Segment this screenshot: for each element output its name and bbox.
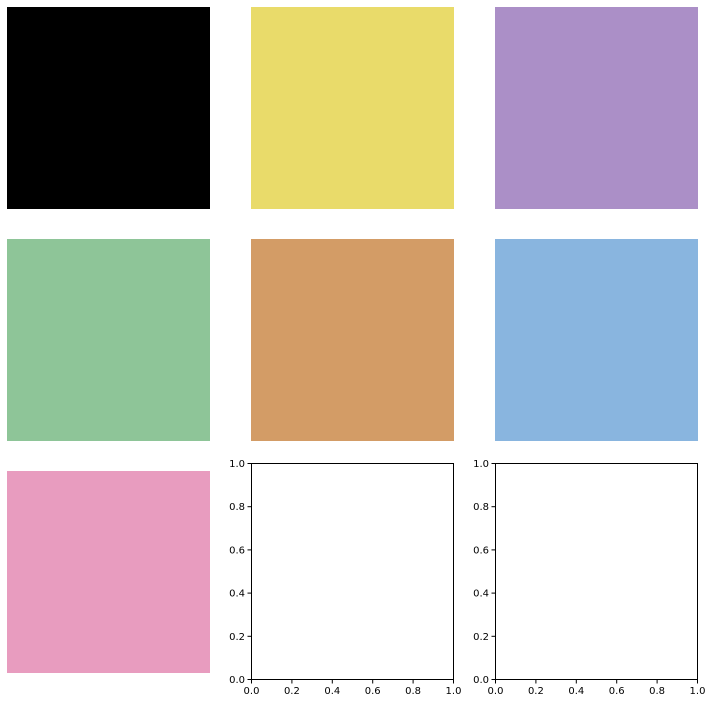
- y-tick-label: 0.4: [473, 589, 489, 600]
- color-swatch: [251, 239, 454, 441]
- y-tick-label: 0.0: [229, 675, 245, 686]
- y-tick-label: 0.4: [229, 589, 245, 600]
- axes-frame: [251, 463, 454, 680]
- axes-frame: [495, 463, 698, 680]
- y-tick-label: 0.8: [229, 502, 245, 513]
- color-swatch: [7, 471, 210, 673]
- y-tick-label: 0.2: [229, 632, 245, 643]
- x-tick-label: 0.4: [568, 686, 584, 697]
- y-tick-label: 1.0: [473, 459, 489, 470]
- x-tick-label: 0.2: [528, 686, 544, 697]
- x-tick-label: 0.8: [405, 686, 421, 697]
- empty-axes: 0.0 0.2 0.4 0.6 0.8 1.0 0.0 0.2 0.4 0.6 0.8 1.0: [473, 459, 705, 697]
- x-tick-label: 0.6: [365, 686, 381, 697]
- x-tick-label: 0.0: [488, 686, 504, 697]
- color-swatch: [495, 7, 698, 209]
- y-tick-label: 0.2: [473, 632, 489, 643]
- x-tick-label: 1.0: [446, 686, 462, 697]
- x-tick-label: 0.2: [284, 686, 300, 697]
- color-swatch: [7, 7, 210, 209]
- x-tick-label: 0.8: [649, 686, 665, 697]
- y-tick-label: 0.6: [229, 545, 245, 556]
- y-tick-label: 0.0: [473, 675, 489, 686]
- color-swatch: [251, 7, 454, 209]
- x-tick-label: 0.6: [609, 686, 625, 697]
- color-swatch: [495, 239, 698, 441]
- empty-axes: 0.0 0.2 0.4 0.6 0.8 1.0 0.0 0.2 0.4 0.6 0.8 1.0: [229, 459, 461, 697]
- x-tick-label: 0.4: [324, 686, 340, 697]
- y-tick-label: 1.0: [229, 459, 245, 470]
- y-tick-label: 0.6: [473, 545, 489, 556]
- y-tick-label: 0.8: [473, 502, 489, 513]
- x-tick-label: 0.0: [244, 686, 260, 697]
- color-swatch: [7, 239, 210, 441]
- x-tick-label: 1.0: [690, 686, 706, 697]
